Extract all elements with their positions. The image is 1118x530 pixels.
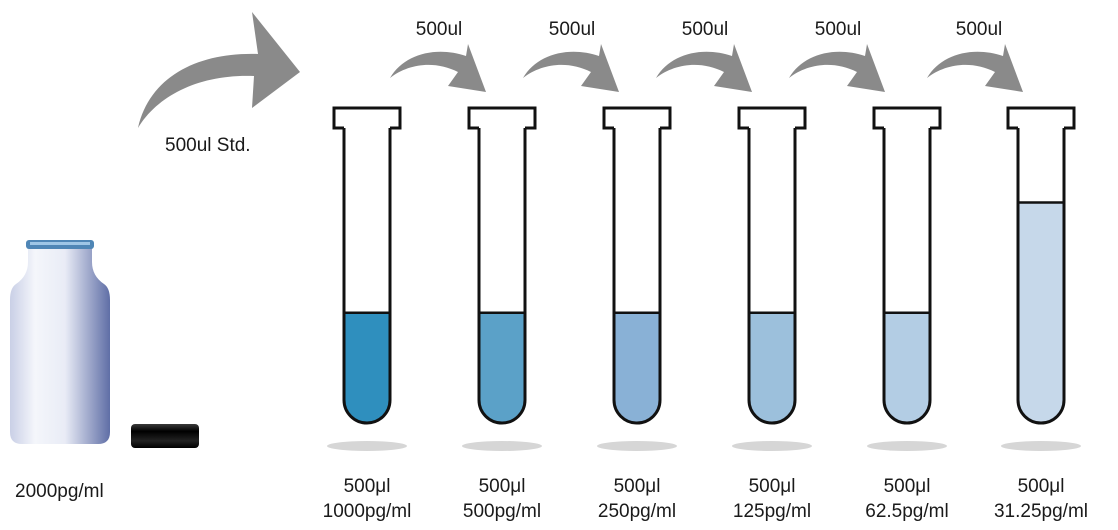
tube-rim: [872, 106, 942, 130]
tube-rim: [1006, 106, 1076, 130]
tube-shadow: [732, 441, 812, 451]
tube-shadow: [597, 441, 677, 451]
tube-liquid: [614, 312, 660, 423]
stock-vial: [10, 240, 110, 444]
tube-concentration: 31.25pg/ml: [993, 501, 1088, 522]
tube-label-2: 500μl 500pg/ml: [432, 474, 572, 524]
test-tube: [1001, 106, 1081, 451]
tube-outline: [342, 125, 392, 425]
transfer-label-1: 500ul: [415, 19, 463, 40]
tube-outline: [882, 125, 932, 425]
tube-outline: [1016, 125, 1066, 425]
test-tube: [327, 106, 407, 451]
tube-rim: [332, 106, 402, 130]
tube-liquid: [479, 312, 525, 423]
tube-volume: 500μl: [478, 476, 526, 497]
tube-rim: [602, 106, 672, 130]
transfer-arrow-icon: [789, 44, 885, 92]
tube-volume: 500μl: [343, 476, 391, 497]
tube-shadow: [327, 441, 407, 451]
test-tube: [867, 106, 947, 451]
tube-liquid: [344, 312, 390, 423]
stock-transfer-arrow: [138, 12, 300, 128]
transfer-arrow-icon: [927, 44, 1023, 92]
tube-shadow: [867, 441, 947, 451]
transfer-arrow-icon: [656, 44, 752, 92]
tube-label-5: 500μl 62.5pg/ml: [837, 474, 977, 524]
transfer-label-3: 500ul: [681, 19, 729, 40]
transfer-label-4: 500ul: [814, 19, 862, 40]
tube-label-6: 500μl 31.25pg/ml: [971, 474, 1111, 524]
tube-liquid: [1018, 202, 1064, 423]
tube-label-3: 500μl 250pg/ml: [567, 474, 707, 524]
tube-concentration: 125pg/ml: [732, 501, 812, 522]
tube-label-1: 500μl 1000pg/ml: [297, 474, 437, 524]
tube-rim: [467, 106, 537, 130]
tube-concentration: 62.5pg/ml: [865, 501, 949, 522]
transfer-arrow-icon: [390, 44, 486, 92]
tube-volume: 500μl: [1017, 476, 1065, 497]
tube-outline: [612, 125, 662, 425]
tube-outline: [477, 125, 527, 425]
transfer-label-5: 500ul: [955, 19, 1003, 40]
tube-concentration: 1000pg/ml: [322, 501, 412, 522]
transfer-label-2: 500ul: [548, 19, 596, 40]
tube-volume: 500μl: [748, 476, 796, 497]
tube-shadow: [1001, 441, 1081, 451]
tube-concentration: 500pg/ml: [462, 501, 542, 522]
tube-liquid: [749, 312, 795, 423]
tube-outline: [747, 125, 797, 425]
tube-volume: 500μl: [613, 476, 661, 497]
stock-transfer-label: 500ul Std.: [165, 135, 251, 156]
tube-rim: [737, 106, 807, 130]
tube-volume: 500μl: [883, 476, 931, 497]
test-tube: [597, 106, 677, 451]
tube-liquid: [884, 312, 930, 423]
stock-concentration-label: 2000pg/ml: [15, 481, 104, 502]
tube-label-4: 500μl 125pg/ml: [702, 474, 842, 524]
tube-shadow: [462, 441, 542, 451]
test-tube: [732, 106, 812, 451]
tube-concentration: 250pg/ml: [597, 501, 677, 522]
vial-cap-icon: [131, 424, 199, 448]
test-tube: [462, 106, 542, 451]
transfer-arrow-icon: [523, 44, 619, 92]
